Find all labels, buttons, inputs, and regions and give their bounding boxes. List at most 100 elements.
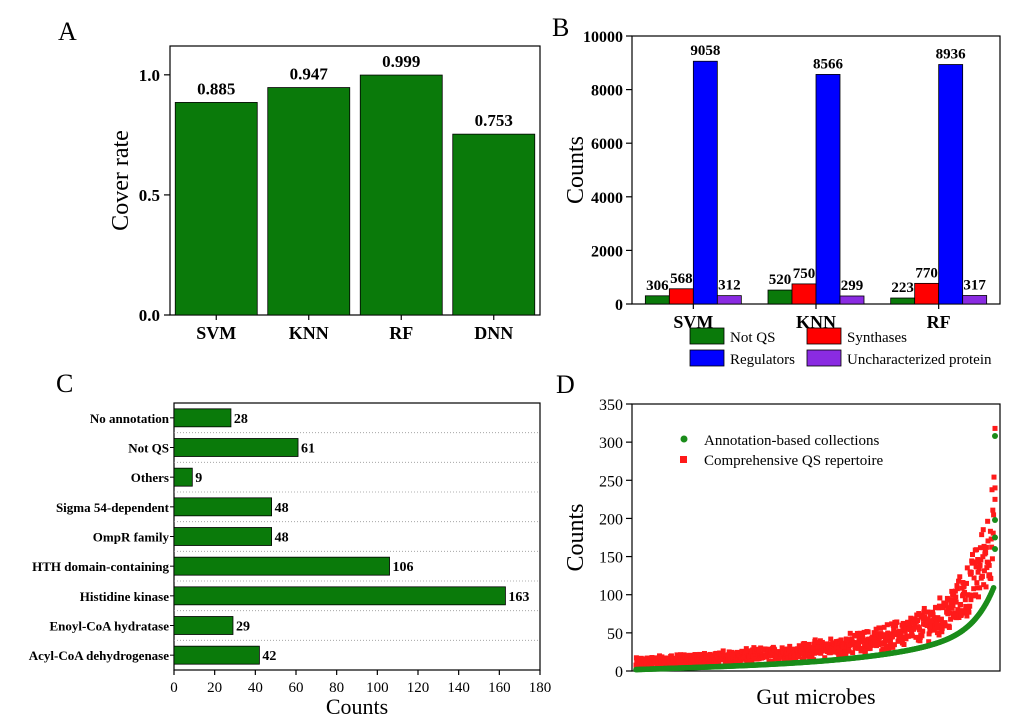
panel-c-chart: 28 No annotation 61 Not QS 9 Others 48 Sigma 54… <box>29 402 552 719</box>
scatter-point-red <box>973 547 979 553</box>
scatter-point-red <box>954 583 960 589</box>
scatter-point-red <box>672 656 678 662</box>
bar-value-label: 770 <box>915 265 938 281</box>
scatter-point-red <box>952 610 958 616</box>
scatter-point-red <box>986 562 992 568</box>
legend-label: Synthases <box>847 330 907 346</box>
scatter-point-red <box>749 658 755 664</box>
scatter-point-red <box>743 646 749 652</box>
scatter-point-red <box>988 576 994 582</box>
bar-value-label: 29 <box>236 620 250 635</box>
bar-value-label: 8566 <box>813 56 844 72</box>
bar <box>173 616 234 635</box>
scatter-point-red <box>948 616 954 622</box>
y-tick-label: 1.0 <box>139 66 160 85</box>
scatter-point-red <box>863 637 869 643</box>
scatter-point-red <box>901 641 907 647</box>
scatter-point-red <box>964 613 970 619</box>
scatter-point-red <box>937 595 943 601</box>
panel-d-chart: 0 50 100 150 200 250 300 350 Counts Gut microbes A… <box>563 397 1001 709</box>
scatter-point-red <box>885 630 891 636</box>
scatter-point-red <box>957 574 963 580</box>
scatter-point-red <box>813 641 819 647</box>
y-tick-label: Others <box>131 470 169 485</box>
x-tick-label: 80 <box>329 680 344 696</box>
scatter-point-red <box>886 646 892 652</box>
scatter-point-red <box>812 637 818 643</box>
scatter-point-red <box>819 639 825 645</box>
scatter-point-red <box>968 597 974 603</box>
x-tick-label: 180 <box>529 680 552 696</box>
legend-label: Annotation-based collections <box>704 433 880 449</box>
scatter-point-red <box>953 599 959 605</box>
bar-value-label: 48 <box>275 531 289 546</box>
y-tick-label: 4000 <box>591 190 623 207</box>
scatter-point-red <box>977 585 983 591</box>
scatter-point-red <box>921 609 927 615</box>
scatter-point-red <box>954 586 960 592</box>
scatter-point-red <box>964 565 970 571</box>
scatter-point-red <box>947 610 953 616</box>
scatter-point-red <box>822 655 828 661</box>
scatter-point-red <box>936 603 942 609</box>
scatter-point-red <box>656 662 662 668</box>
scatter-point-red <box>842 649 848 655</box>
y-tick-label: 250 <box>599 473 623 490</box>
scatter-point-red <box>838 647 844 653</box>
y-tick-label: 200 <box>599 511 623 528</box>
scatter-point-red <box>943 623 949 629</box>
panel-label-b: B <box>552 13 569 42</box>
scatter-point-red <box>949 605 955 611</box>
scatter-point-red <box>917 638 923 644</box>
legend-label: Uncharacterized protein <box>847 352 992 368</box>
scatter-point-red <box>858 639 864 645</box>
scatter-point-red <box>958 601 964 607</box>
scatter-point-red <box>990 530 996 536</box>
scatter-point-red <box>833 646 839 652</box>
scatter-point-red <box>978 557 984 563</box>
scatter-point-red <box>962 610 968 616</box>
scatter-point-red <box>786 650 792 656</box>
scatter-point-red <box>849 636 855 642</box>
scatter-point-red <box>977 545 983 551</box>
y-axis-label: Counts <box>563 136 589 204</box>
bar-dnn <box>452 133 536 316</box>
y-tick-label: Sigma 54-dependent <box>56 500 170 515</box>
scatter-point-red <box>687 652 693 658</box>
scatter-point-red <box>891 626 897 632</box>
bar-value-label: 48 <box>275 501 289 516</box>
scatter-point-red <box>779 645 785 651</box>
bar <box>173 438 299 457</box>
y-tick-label: Acyl-CoA dehydrogenase <box>29 648 169 663</box>
scatter-point-red <box>801 655 807 661</box>
scatter-point-red <box>989 544 995 550</box>
y-tick-label: 150 <box>599 550 623 567</box>
scatter-point-red <box>955 607 961 613</box>
panel-label-c: C <box>56 369 73 398</box>
bar-knn-2 <box>815 74 841 305</box>
bar-rf <box>359 74 443 316</box>
x-tick-label: KNN <box>796 312 836 332</box>
scatter-point-red <box>924 620 930 626</box>
y-tick-label: 0 <box>615 297 623 314</box>
bar-value-label: 568 <box>670 271 693 287</box>
scatter-point-red <box>925 616 931 622</box>
scatter-point-red <box>930 612 936 618</box>
scatter-point-red <box>971 575 977 581</box>
scatter-point-red <box>931 615 937 621</box>
bar-value-label: 0.885 <box>197 79 235 98</box>
scatter-point-red <box>966 609 972 615</box>
scatter-point-red <box>741 654 747 660</box>
scatter-point-red <box>992 485 998 491</box>
bar <box>173 497 272 517</box>
scatter-point-red <box>850 650 856 656</box>
x-tick-label: 20 <box>207 680 222 696</box>
scatter-point-red <box>985 518 991 524</box>
scatter-point-red <box>847 630 853 636</box>
legend-label: Comprehensive QS repertoire <box>704 453 883 469</box>
x-tick-label: 40 <box>248 680 263 696</box>
scatter-point-red <box>936 632 942 638</box>
scatter-point-red <box>977 562 983 568</box>
bar <box>173 586 506 606</box>
scatter-point-red <box>883 633 889 639</box>
